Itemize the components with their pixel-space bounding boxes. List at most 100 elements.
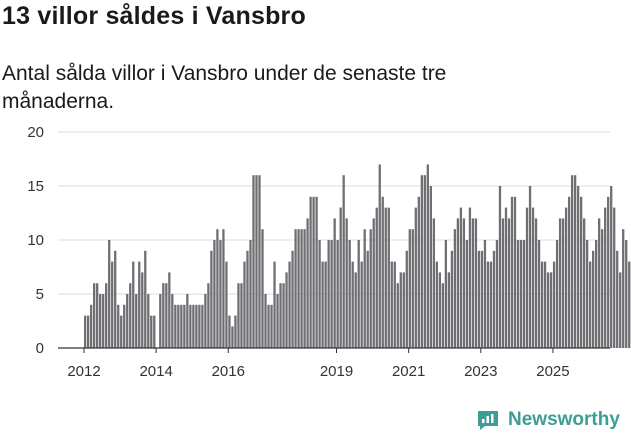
bar [264,294,267,348]
bar [534,218,538,348]
bar [598,218,601,348]
bar [258,175,261,348]
x-tick-label: 2019 [320,363,353,380]
bar [120,315,123,348]
bar [240,283,243,348]
bar [267,304,270,348]
bar [315,196,318,348]
bar [324,261,327,348]
bar [309,196,312,348]
bar [366,250,369,348]
bar [207,283,210,348]
bar [390,261,393,348]
bar [108,240,111,348]
bar [312,196,315,348]
bar [489,261,493,348]
bar [189,304,192,348]
bar [321,261,324,348]
bar [528,186,532,348]
bar [474,218,478,348]
bar [138,261,141,348]
bar [468,207,472,348]
bar [537,240,541,348]
bar [237,283,240,348]
bar [441,283,445,348]
bar [462,218,466,348]
bar [288,261,291,348]
bar [141,272,144,348]
bar [483,240,487,348]
bar [432,218,435,348]
newsworthy-brand[interactable]: Newsworthy [476,408,620,432]
y-tick-label: 0 [36,340,44,357]
bar [216,229,219,348]
bar [604,207,607,348]
bar [228,315,231,348]
bar [510,196,514,348]
bar [171,294,174,348]
bar [276,294,279,348]
bar [300,229,303,348]
bar [567,196,571,348]
x-tick-label: 2016 [212,363,245,380]
bar [225,261,228,348]
bar [114,250,117,348]
bar [519,240,523,348]
bar [303,229,306,348]
bar [498,186,502,348]
bar [369,229,372,348]
bar [546,272,550,348]
bar [351,261,354,348]
bar [132,261,135,348]
bar [622,229,625,348]
bar [613,207,616,348]
bar [495,240,499,348]
bar [342,175,345,348]
bar [465,240,469,348]
bar [105,283,108,348]
bar [159,294,162,348]
x-tick-label: 2021 [392,363,425,380]
bar [628,261,631,348]
bar [333,218,336,348]
bar [444,240,448,348]
y-tick-label: 5 [36,286,44,303]
bar [243,261,246,348]
bar [318,240,321,348]
bar [96,283,99,348]
bar [450,250,454,348]
bar [144,250,147,348]
bar [306,218,309,348]
bar [219,240,222,348]
bar [396,283,399,348]
bar [192,304,195,348]
bar [327,240,330,348]
bar [549,272,553,348]
bar [126,294,129,348]
bar [480,250,484,348]
bar [558,218,562,348]
newsworthy-logo-icon [478,411,498,430]
bar [501,218,505,348]
bar [513,196,517,348]
bar [93,283,96,348]
bar [438,272,442,348]
bar [426,164,429,348]
x-tick-label: 2012 [67,363,100,380]
bar [279,283,282,348]
bar [619,272,622,348]
y-tick-label: 10 [27,232,44,249]
bar [381,196,384,348]
bar [471,218,475,348]
bar [297,229,300,348]
bar [610,186,613,348]
bar [336,240,339,348]
bar [99,294,102,348]
bar [162,283,165,348]
bar [447,272,451,348]
bar [330,240,333,348]
bar [561,218,565,348]
bar [246,250,249,348]
bar [507,218,511,348]
bar [210,250,213,348]
